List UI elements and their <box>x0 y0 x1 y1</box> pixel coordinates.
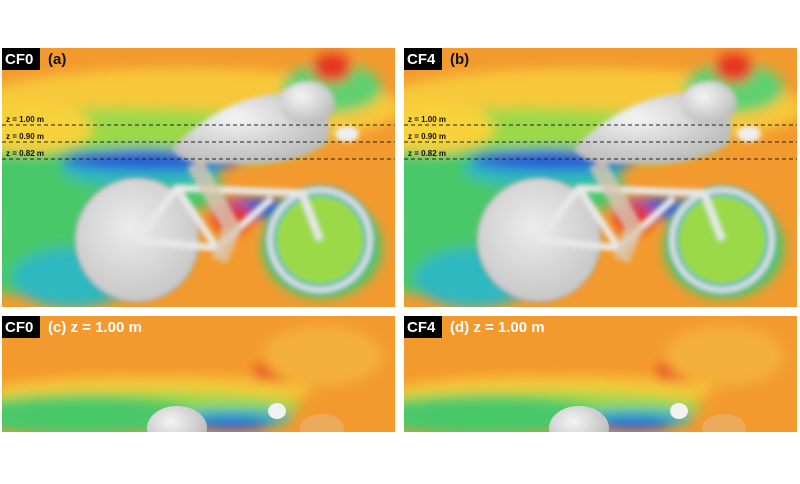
panel-tag: CF0 <box>5 319 33 336</box>
hand <box>335 126 359 142</box>
tag-background <box>2 48 40 70</box>
flow-field <box>404 48 797 307</box>
panel-tag: CF4 <box>407 51 436 68</box>
panel-label: (a) <box>48 51 66 68</box>
panel-label: (c) z = 1.00 m <box>48 319 142 336</box>
rider <box>476 81 777 303</box>
leg <box>589 158 644 263</box>
panel-label: (b) <box>450 51 469 68</box>
rider-hand <box>268 403 286 419</box>
rider-hand <box>670 403 688 419</box>
head <box>681 81 737 125</box>
field-region <box>404 103 494 153</box>
field-region <box>594 418 674 430</box>
rider <box>74 81 375 303</box>
plane-label: z = 0.82 m <box>408 149 446 158</box>
panel-tag: CF4 <box>407 319 436 336</box>
tag-background <box>404 48 442 70</box>
front-wheel-rim <box>267 187 373 293</box>
head <box>279 81 335 125</box>
front-wheel-rim <box>669 187 775 293</box>
plane-label: z = 1.00 m <box>408 115 446 124</box>
field-blobs <box>2 326 382 432</box>
panel-label: (d) z = 1.00 m <box>450 319 545 336</box>
plane-label: z = 1.00 m <box>6 115 44 124</box>
field-region <box>192 418 272 430</box>
panel: z = 1.00 m z = 0.90 m z = 0.82 m CF4 (b) <box>404 48 797 307</box>
field-region <box>714 53 754 83</box>
panel: CF4 (d) z = 1.00 m <box>404 316 797 432</box>
plane-label: z = 0.90 m <box>408 132 446 141</box>
plane-label: z = 0.82 m <box>6 149 44 158</box>
field-region <box>664 326 784 386</box>
plane-label: z = 0.90 m <box>6 132 44 141</box>
rider-knee <box>300 414 344 432</box>
tag-background <box>404 316 442 338</box>
tag-background <box>2 316 40 338</box>
field-region <box>312 53 352 83</box>
panel-tag: CF0 <box>5 51 33 68</box>
hand <box>737 126 761 142</box>
flow-field <box>2 48 395 307</box>
panel: CF0 (c) z = 1.00 m <box>2 316 395 432</box>
leg <box>187 158 242 263</box>
field-region <box>262 326 382 386</box>
rider-head <box>549 406 609 432</box>
rider-knee <box>702 414 746 432</box>
field-region <box>2 103 92 153</box>
flow-field <box>404 316 797 432</box>
panel: z = 1.00 m z = 0.90 m z = 0.82 m CF0 (a) <box>2 48 395 307</box>
rider-head <box>147 406 207 432</box>
flow-field <box>2 316 395 432</box>
